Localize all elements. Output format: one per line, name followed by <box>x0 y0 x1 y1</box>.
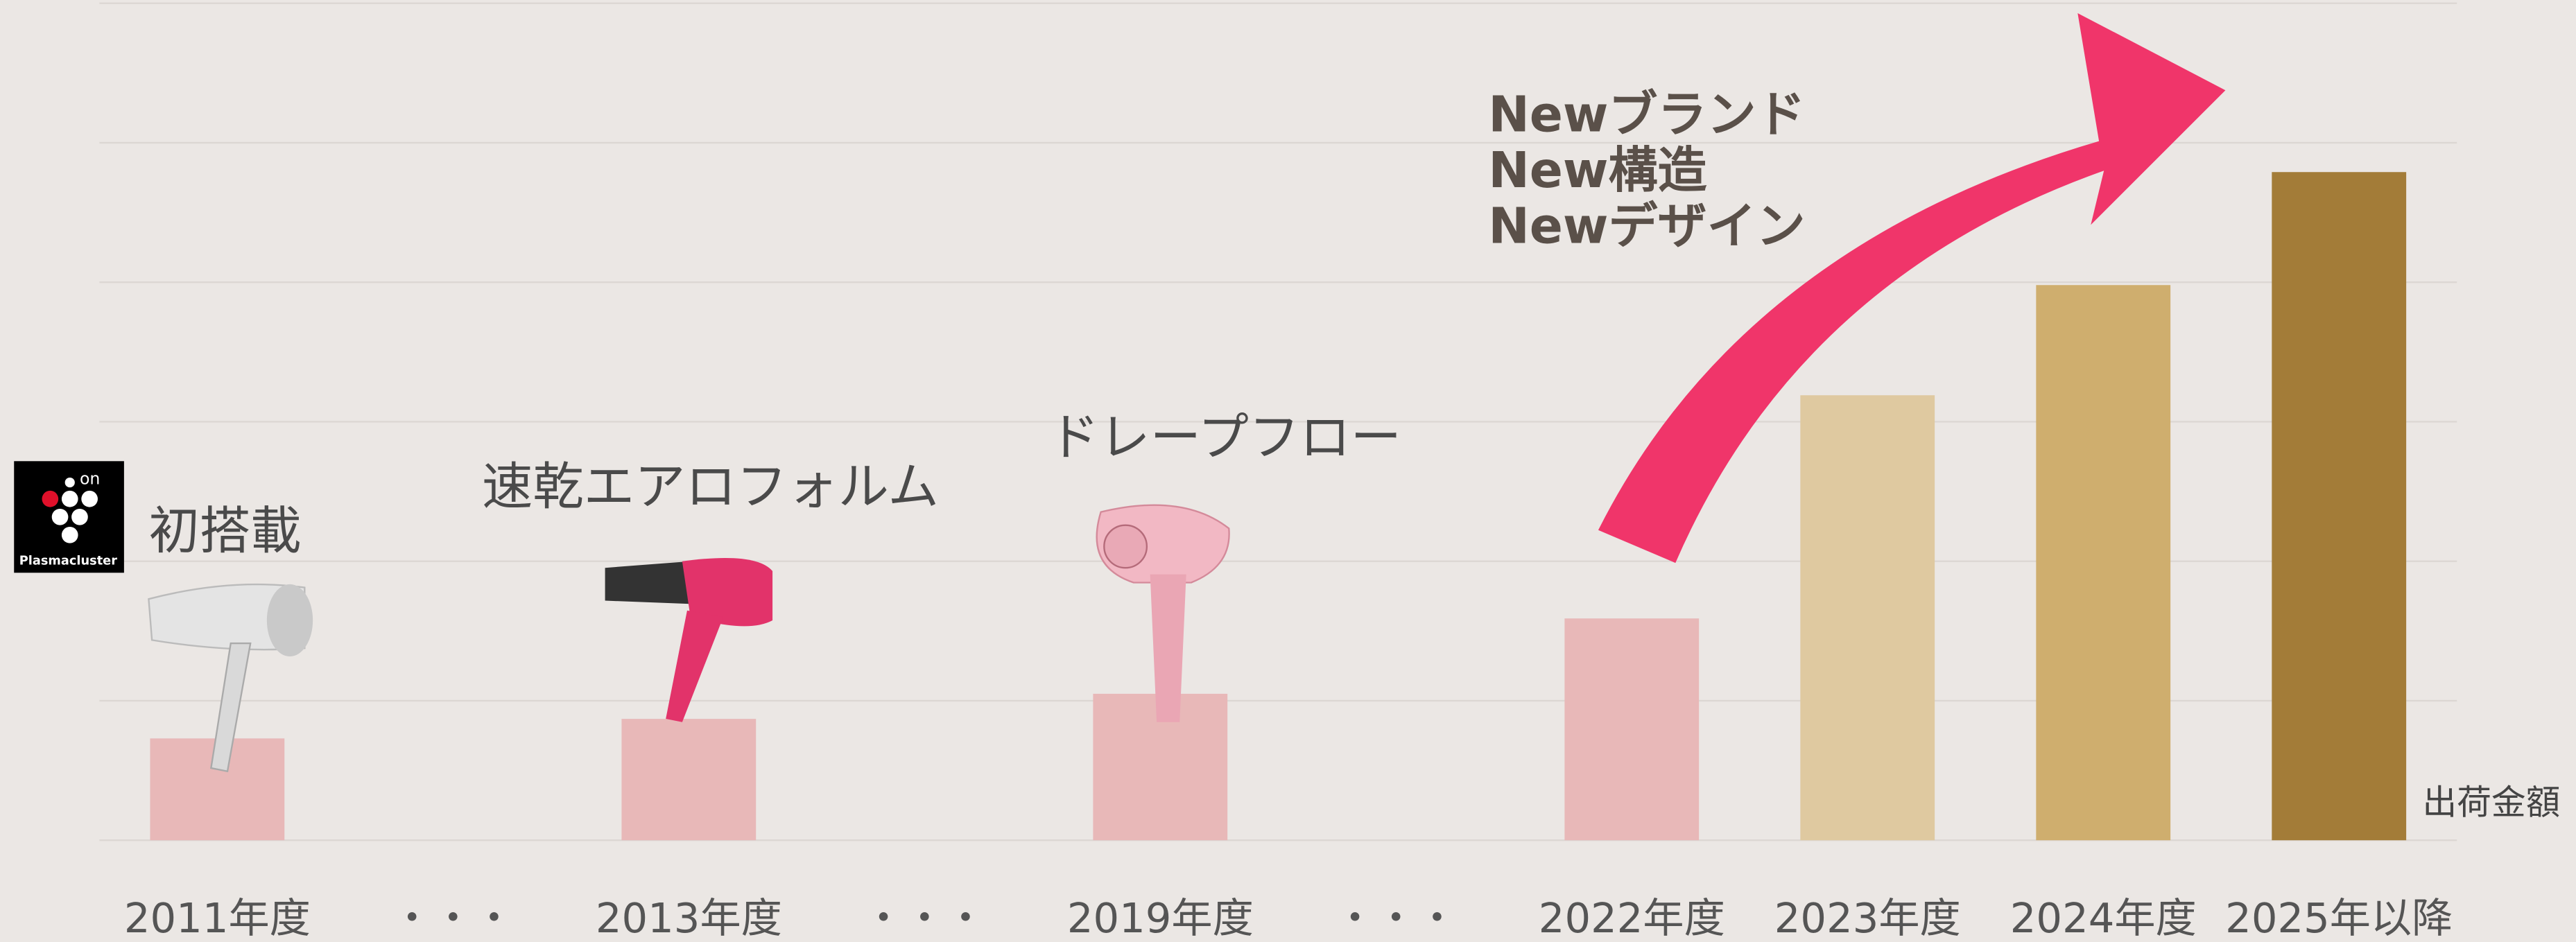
x-tick-label: 2019年度 <box>1067 894 1254 942</box>
bar <box>1564 618 1700 841</box>
dryer-2019 <box>1096 504 1230 722</box>
logo: on Plasmacluster <box>14 461 124 573</box>
x-tick-label: 2013年度 <box>596 894 782 942</box>
dryer-handle <box>1150 574 1186 722</box>
bars <box>150 172 2407 841</box>
dryer-2013 <box>605 557 773 722</box>
y-axis-label: 出荷金額 <box>2423 782 2561 822</box>
x-tick-label: 2022年度 <box>1539 894 1725 942</box>
annotation: New構造 <box>1488 141 1706 199</box>
logo-dot <box>42 490 59 507</box>
logo-dot <box>64 477 75 488</box>
annotation: 速乾エアロフォルム <box>482 457 939 516</box>
annotation: Newブランド <box>1488 85 1805 143</box>
bar <box>1800 395 1935 841</box>
x-tick-label: ・・・ <box>1335 894 1458 942</box>
logo-dot <box>51 508 69 525</box>
bar <box>2036 285 2171 841</box>
dryer-nozzle <box>605 561 691 604</box>
x-tick-label: 2023年度 <box>1774 894 1961 942</box>
x-tick-label: ・・・ <box>392 894 515 942</box>
x-tick-label: 2024年度 <box>2010 894 2197 942</box>
growth-arrow <box>1598 12 2226 564</box>
x-tick-label: 2025年以降 <box>2225 894 2453 942</box>
bar <box>621 719 757 841</box>
grid <box>99 2 2457 841</box>
bar <box>2272 172 2407 841</box>
dryer-ring <box>1103 524 1148 569</box>
logo-dot <box>81 490 98 507</box>
dryer-handle <box>210 642 252 773</box>
dryer-handle <box>666 610 724 722</box>
dryer-2011 <box>148 583 313 773</box>
logo-name: Plasmacluster <box>19 554 117 568</box>
dryer-body <box>682 557 773 627</box>
annotation: ドレープフロー <box>1048 408 1401 467</box>
x-tick-label: ・・・ <box>863 894 987 942</box>
logo-dot <box>71 508 88 525</box>
x-tick-label: 2011年度 <box>124 894 311 942</box>
logo-dot <box>61 490 78 507</box>
annotation: Newデザイン <box>1488 197 1805 254</box>
dryer-head <box>266 584 313 657</box>
annotation: 初搭載 <box>148 502 301 561</box>
logo-mark: on <box>80 469 100 488</box>
logo-dot <box>61 526 78 543</box>
